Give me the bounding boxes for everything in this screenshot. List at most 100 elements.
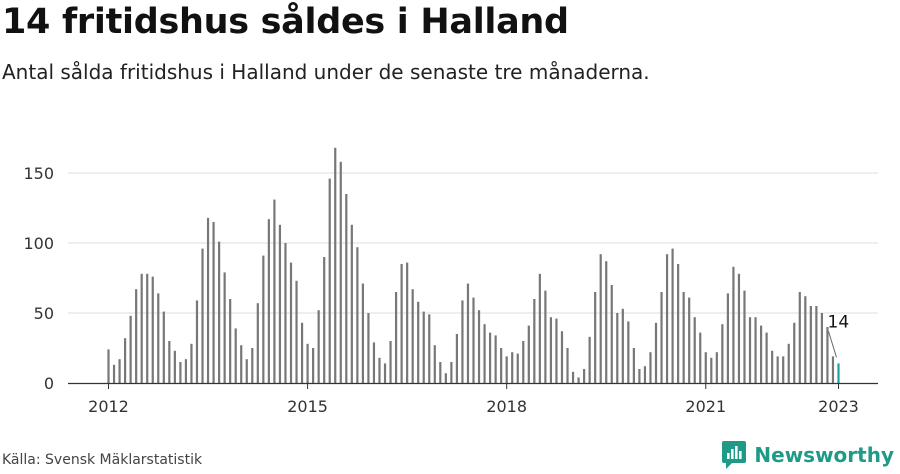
x-tick-label: 2015 (287, 397, 328, 416)
bar (605, 261, 608, 383)
bar (300, 322, 304, 383)
bar (367, 313, 370, 383)
bar (505, 356, 508, 383)
bar (583, 369, 586, 383)
x-tick-label: 2021 (685, 397, 726, 416)
bar (516, 353, 519, 383)
bar (693, 317, 696, 383)
bar (699, 332, 702, 383)
bar (798, 292, 801, 383)
bar (677, 264, 680, 383)
brand[interactable]: Newsworthy (722, 441, 894, 469)
brand-name: Newsworthy (754, 443, 894, 467)
bar (306, 343, 309, 383)
bar (748, 317, 752, 383)
chart-subtitle: Antal sålda fritidshus i Halland under d… (2, 60, 650, 84)
bar (477, 310, 481, 383)
newsworthy-logo-icon (722, 441, 747, 469)
bar (765, 332, 768, 383)
bar (533, 299, 536, 383)
bar (439, 362, 442, 383)
bar (776, 356, 779, 383)
bar (466, 283, 470, 383)
bar (345, 194, 348, 383)
bar (140, 273, 143, 383)
bar (273, 199, 276, 383)
bar (682, 292, 685, 383)
bar (394, 292, 398, 383)
bar (555, 318, 558, 383)
bar (538, 273, 541, 383)
bar (759, 325, 763, 383)
x-tick-label: 2018 (486, 397, 527, 416)
bar (721, 324, 724, 383)
bar (256, 303, 259, 383)
y-tick-label: 150 (23, 164, 54, 183)
bar (422, 311, 425, 383)
bar (328, 178, 331, 383)
bar (278, 224, 282, 383)
bar (500, 348, 503, 383)
bar (118, 359, 121, 383)
x-tick-label: 2023 (818, 397, 859, 416)
bar (483, 324, 486, 383)
bar (488, 332, 492, 383)
bar (549, 317, 553, 383)
bar (206, 217, 210, 383)
bar (588, 336, 591, 383)
bar (240, 345, 243, 383)
bar (737, 273, 741, 383)
bar (267, 219, 270, 383)
bar (649, 352, 652, 383)
bar (754, 317, 757, 383)
bar (350, 224, 353, 383)
bar (229, 299, 232, 383)
bar (157, 293, 160, 383)
bar (627, 321, 630, 383)
bar (129, 315, 132, 383)
bar (771, 350, 774, 383)
bar (317, 310, 320, 383)
bar (234, 328, 237, 383)
bar (173, 350, 176, 383)
bar (472, 297, 475, 383)
chart-title: 14 fritidshus såldes i Halland (2, 2, 569, 42)
y-tick-label: 0 (44, 374, 54, 393)
bar (312, 348, 315, 383)
bar (638, 369, 641, 383)
source-text: Källa: Svensk Mäklarstatistik (2, 452, 203, 468)
bar (461, 300, 464, 383)
bar (334, 147, 337, 383)
bar (643, 366, 647, 383)
bar (245, 359, 248, 383)
bar (837, 363, 840, 383)
bar (146, 273, 149, 383)
bar (831, 356, 835, 383)
bar (571, 371, 575, 383)
bar (339, 161, 342, 383)
bar (726, 293, 729, 383)
bar (665, 254, 669, 383)
bar (411, 289, 414, 383)
bar (168, 341, 171, 383)
bar (251, 348, 254, 383)
bar (704, 352, 707, 383)
bar (688, 297, 691, 383)
bar (107, 349, 110, 383)
bar (218, 241, 221, 383)
bar (223, 272, 226, 383)
bar (389, 341, 392, 383)
bar (417, 301, 420, 383)
bar (743, 290, 746, 383)
bar (406, 262, 409, 383)
x-tick-label: 2012 (88, 397, 129, 416)
bar (262, 255, 265, 383)
bar (383, 363, 387, 383)
bar (787, 343, 790, 383)
bar (715, 352, 718, 383)
bar (809, 306, 812, 383)
bar (815, 306, 818, 383)
bar (378, 357, 381, 383)
bar (511, 352, 514, 383)
bar (599, 254, 602, 383)
